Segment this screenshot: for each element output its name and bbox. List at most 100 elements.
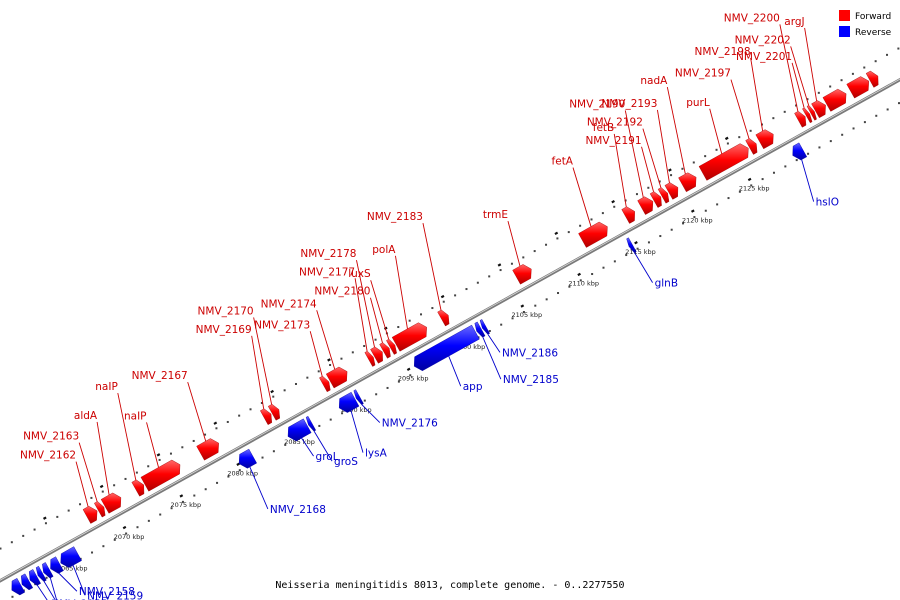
leader-line-reverse	[43, 581, 56, 600]
gene-forward-extra-33	[865, 70, 879, 88]
gene-label-nmv-2186: NMV_2186	[502, 347, 558, 359]
leader-line-forward	[791, 62, 805, 109]
gene-forward-nmv-2197	[745, 138, 758, 155]
leader-line-reverse	[58, 572, 78, 592]
kbp-minor-tick-forward	[488, 275, 491, 278]
kbp-minor-tick-reverse	[750, 184, 753, 187]
kbp-tick-label: 2095 kbp	[398, 375, 429, 383]
kbp-major-tick	[690, 209, 695, 213]
kbp-minor-tick-reverse	[795, 159, 798, 162]
kbp-tick-label: 2125 kbp	[739, 185, 770, 193]
kbp-minor-tick-reverse	[897, 102, 900, 105]
kbp-minor-tick-forward	[465, 288, 468, 291]
kbp-minor-tick-forward	[806, 98, 809, 101]
kbp-minor-tick-reverse	[568, 285, 571, 288]
gene-reverse-nmv-2186	[479, 319, 490, 335]
leader-line-reverse	[249, 466, 269, 510]
leader-line-forward	[370, 297, 383, 343]
gene-label-app: app	[463, 381, 483, 393]
gene-label-nmv-2163: NMV_2163	[23, 431, 79, 443]
leader-line-forward	[779, 24, 799, 112]
gene-label-gros: groS	[334, 456, 358, 468]
gene-label-hslo: hslO	[816, 197, 839, 209]
leader-line-reverse	[361, 404, 381, 423]
kbp-minor-tick-forward	[579, 224, 582, 227]
gene-forward-nmv-2167	[196, 438, 219, 461]
kbp-minor-tick-forward	[33, 528, 36, 531]
gene-label-nmv-2192: NMV_2192	[587, 117, 643, 129]
legend-forward-swatch	[839, 10, 850, 21]
gene-label-nmv-2168: NMV_2168	[270, 504, 326, 516]
kbp-minor-tick-reverse	[693, 216, 696, 219]
gene-reverse-nmv-2156	[35, 565, 47, 582]
kbp-minor-tick-forward	[135, 471, 138, 474]
kbp-minor-tick-forward	[113, 484, 116, 487]
gene-forward-extra-31	[822, 88, 847, 112]
kbp-minor-tick-reverse	[397, 380, 400, 383]
gene-forward-nmv-2162	[82, 505, 98, 524]
gene-labels: NMV_2162 NMV_2163 aldA naIP naIP NMV_2167 NMV_…	[20, 12, 839, 600]
kbp-minor-tick-forward	[658, 180, 661, 183]
leader-line-forward	[75, 461, 89, 507]
gene-forward-naip	[131, 479, 145, 497]
kbp-minor-tick-forward	[408, 319, 411, 322]
kbp-minor-tick-reverse	[886, 108, 889, 111]
kbp-minor-tick-forward	[817, 91, 820, 94]
leader-line-forward	[624, 110, 644, 198]
kbp-major-tick-forward	[724, 136, 729, 141]
kbp-major-tick-forward	[99, 484, 104, 489]
gene-forward-nmv-2178	[370, 346, 383, 364]
leader-line-forward	[146, 422, 159, 468]
leader-line-forward	[641, 146, 654, 192]
kbp-minor-tick-forward	[22, 534, 25, 537]
legend: Forward Reverse	[839, 10, 892, 38]
gene-forward-pola	[391, 322, 427, 352]
kbp-minor-tick-forward	[454, 294, 457, 297]
kbp-tick-label: 2120 kbp	[682, 216, 713, 224]
kbp-minor-tick-reverse	[261, 456, 264, 459]
gene-reverse-nmv-2155	[28, 569, 41, 586]
kbp-minor-tick-reverse	[625, 254, 628, 257]
gene-reverse-app	[413, 324, 480, 372]
kbp-minor-tick-forward	[226, 420, 229, 423]
kbp-minor-tick-forward	[397, 326, 400, 329]
gene-label-nmv-2193: NMV_2193	[601, 98, 657, 110]
kbp-minor-tick-forward	[329, 364, 332, 367]
leader-line-forward	[804, 27, 818, 102]
kbp-minor-tick-forward	[647, 186, 650, 189]
kbp-minor-tick-reverse	[386, 386, 389, 389]
gene-label-nmv-2162: NMV_2162	[20, 450, 76, 462]
gene-forward-nmv-2192	[657, 187, 670, 204]
leader-line-forward	[750, 57, 764, 132]
kbp-minor-tick-reverse	[761, 178, 764, 181]
kbp-minor-tick-forward	[158, 458, 161, 461]
kbp-minor-tick-forward	[783, 110, 786, 113]
gene-forward-argj	[811, 100, 826, 119]
kbp-minor-tick-reverse	[147, 519, 150, 522]
leader-line-reverse	[482, 336, 502, 380]
kbp-minor-tick-reverse	[534, 304, 537, 307]
gene-label-pola: polA	[372, 244, 396, 256]
gene-label-nmv-2167: NMV_2167	[132, 370, 188, 382]
kbp-minor-tick-forward	[442, 300, 445, 303]
kbp-major-tick-forward	[270, 389, 274, 394]
kbp-minor-tick-forward	[556, 237, 559, 240]
leader-line-forward	[422, 223, 442, 311]
kbp-minor-tick-reverse	[216, 481, 219, 484]
kbp-minor-tick-forward	[510, 262, 513, 265]
kbp-tick-label: 2065 kbp	[57, 564, 88, 572]
leader-line-reverse	[634, 252, 653, 283]
gene-label-nmv-2200: NMV_2200	[724, 12, 780, 24]
kbp-minor-tick-forward	[90, 496, 93, 499]
kbp-minor-tick-forward	[215, 427, 218, 430]
gene-forward-extra-32	[846, 76, 870, 99]
gene-label-nmv-2202: NMV_2202	[735, 34, 791, 46]
kbp-minor-tick-reverse	[636, 247, 639, 250]
leader-line-forward	[656, 109, 670, 183]
leader-line-forward	[309, 331, 323, 377]
leader-line-forward	[730, 79, 750, 139]
kbp-minor-tick-forward	[829, 85, 832, 88]
leader-line-forward	[96, 421, 110, 496]
gene-reverse-nmv-2157	[42, 562, 54, 579]
gene-label-feta: fetA	[552, 156, 574, 168]
